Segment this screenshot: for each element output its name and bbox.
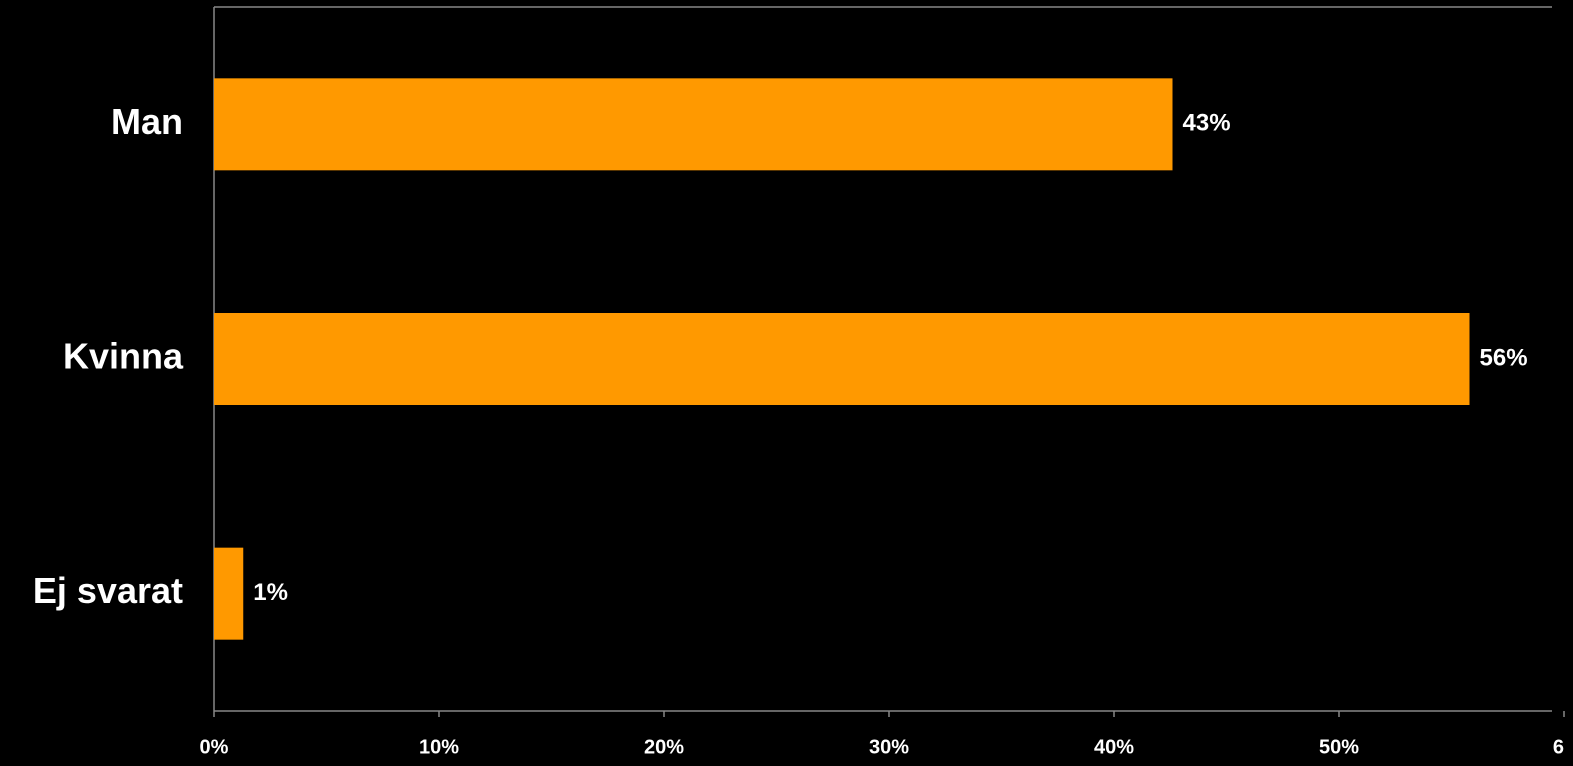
x-tick-label: 6: [1553, 736, 1564, 758]
value-label: 56%: [1480, 344, 1528, 371]
bar: [214, 547, 244, 640]
x-tick-label: 30%: [869, 736, 909, 758]
category-label: Kvinna: [63, 336, 184, 377]
bar: [214, 313, 1470, 405]
x-tick-label: 10%: [419, 736, 459, 758]
category-label: Man: [111, 101, 183, 142]
bar: [214, 78, 1173, 171]
value-label: 1%: [253, 579, 288, 606]
category-label: Ej svarat: [33, 570, 183, 611]
x-tick-label: 20%: [644, 736, 684, 758]
x-tick-label: 0%: [200, 736, 229, 758]
x-tick-label: 50%: [1319, 736, 1359, 758]
value-label: 43%: [1183, 110, 1231, 137]
x-tick-label: 40%: [1094, 736, 1134, 758]
